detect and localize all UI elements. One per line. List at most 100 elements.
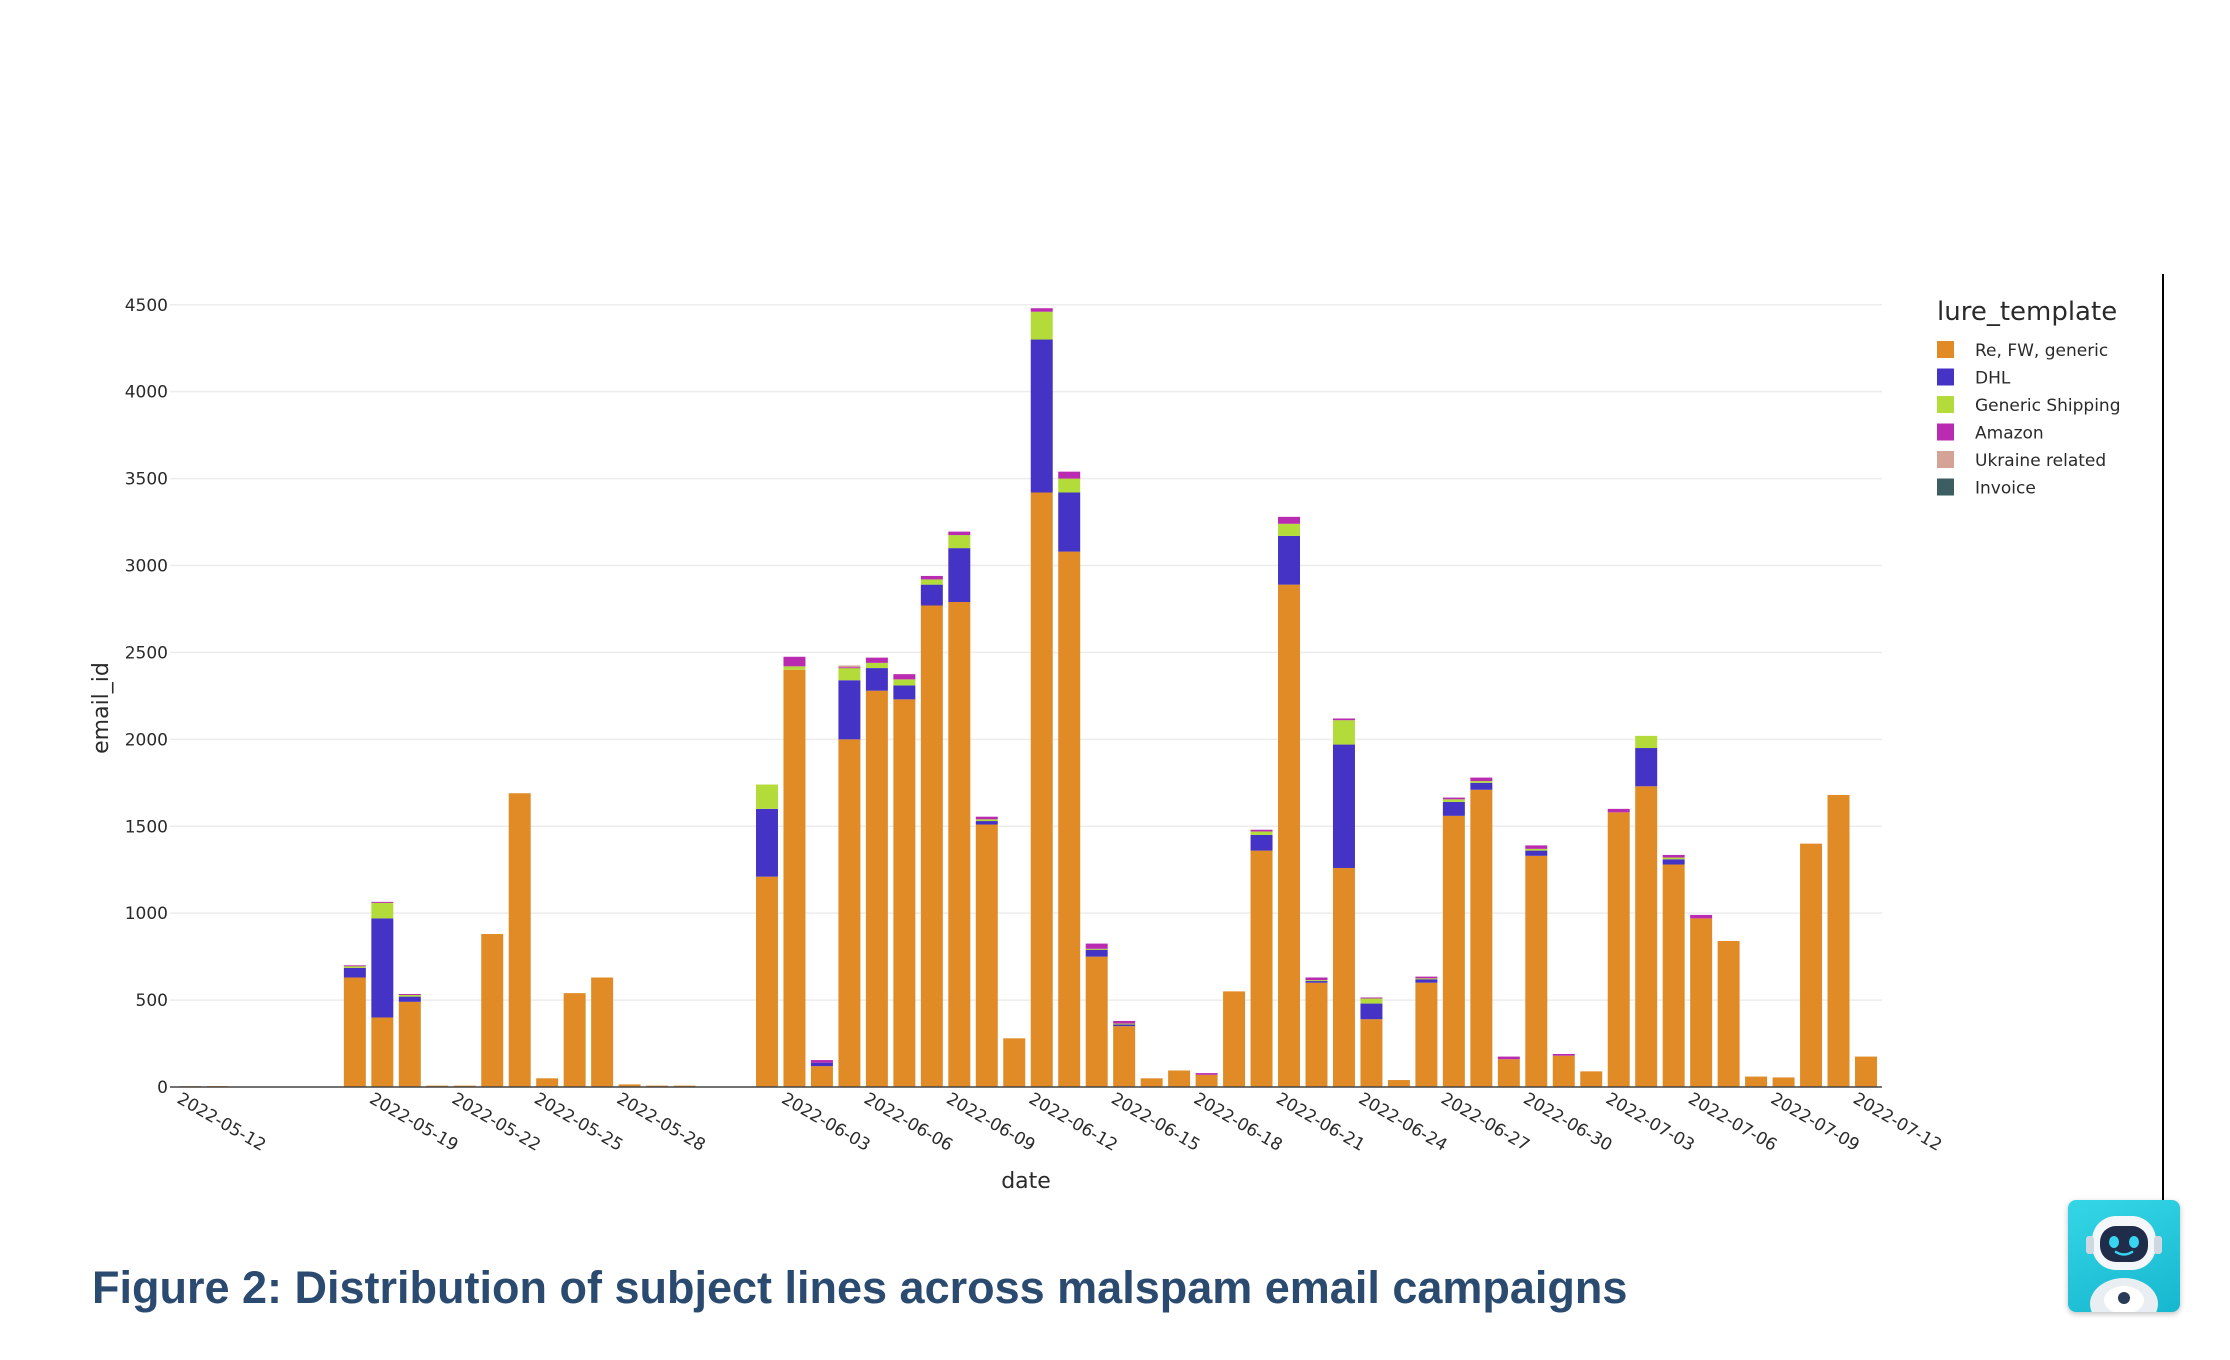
x-tick-label: 2022-05-22 <box>448 1089 544 1156</box>
legend-label: Ukraine related <box>1975 451 2106 471</box>
figure-caption: Figure 2: Distribution of subject lines … <box>92 1262 1628 1313</box>
x-tick-label: 2022-06-30 <box>1520 1089 1616 1156</box>
bar-segment: Amazon · 2022-07-01: 10 <box>1552 1053 1575 1056</box>
bar-segment: Generic Shipping · 2022-06-23: 140 <box>1332 720 1355 745</box>
bar-segment: Re, FW, generic · 2022-06-07: 2230 <box>893 699 916 1087</box>
divider-line <box>2162 274 2164 1234</box>
bar-segment: Generic Shipping · 2022-06-14: 5 <box>1085 948 1108 950</box>
bar-segment: DHL · 2022-06-20: 90 <box>1250 834 1273 851</box>
bar-segment: Generic Shipping · 2022-05-19: 90 <box>371 902 394 919</box>
bar-segment: Amazon · 2022-06-23: 10 <box>1332 718 1355 721</box>
bar-segment: Amazon · 2022-06-28: 20 <box>1470 777 1493 782</box>
legend-label: Invoice <box>1975 479 2036 499</box>
bar-segment: Re, FW, generic · 2022-06-22: 600 <box>1305 982 1328 1087</box>
bar-segment: Generic Shipping · 2022-06-15: 5 <box>1113 1023 1136 1025</box>
x-tick-label: 2022-05-28 <box>613 1089 709 1156</box>
x-tick-label: 2022-06-09 <box>943 1089 1039 1156</box>
bar-segment: DHL · 2022-06-09: 310 <box>948 548 971 603</box>
bar-segment: Re, FW, generic · 2022-05-18: 630 <box>343 977 366 1087</box>
bar-segment: Amazon · 2022-06-15: 15 <box>1113 1020 1136 1024</box>
bar-segment: DHL · 2022-07-04: 220 <box>1635 748 1658 787</box>
bar-segment: Re, FW, generic · 2022-06-23: 1260 <box>1332 867 1355 1087</box>
legend-swatch <box>1937 451 1954 468</box>
bar-segment: Re, FW, generic · 2022-06-11: 280 <box>1003 1038 1026 1087</box>
bar-segment: Re, FW, generic · 2022-07-03: 1580 <box>1607 812 1630 1087</box>
assistant-widget-button[interactable] <box>2068 1200 2180 1312</box>
bar-segment: Amazon · 2022-06-14: 30 <box>1085 943 1108 949</box>
bar-segment: Amazon · 2022-06-08: 20 <box>920 575 943 580</box>
bar-segment: Amazon · 2022-06-10: 15 <box>975 816 998 820</box>
x-tick-label: 2022-07-12 <box>1850 1089 1946 1156</box>
bar-segment: Generic Shipping · 2022-06-22: 5 <box>1305 980 1328 982</box>
bar-segment: Generic Shipping · 2022-06-05: 70 <box>838 668 861 681</box>
bar-segment: DHL · 2022-07-05: 30 <box>1662 859 1685 865</box>
legend-swatch <box>1937 423 1954 441</box>
bar-segment: Generic Shipping · 2022-06-10: 10 <box>975 819 998 822</box>
bar-segment: Re, FW, generic · 2022-05-20: 490 <box>398 1001 421 1087</box>
bar-segment: Re, FW, generic · 2022-07-05: 1280 <box>1662 864 1685 1087</box>
bar-segment: Generic Shipping · 2022-06-20: 20 <box>1250 831 1273 835</box>
bar-segment: Re, FW, generic · 2022-06-19: 550 <box>1223 991 1246 1087</box>
legend: lure_template Re, FW, generic DHL Generic … <box>1937 297 2121 499</box>
bar-segment: Amazon · 2022-06-21: 40 <box>1278 516 1301 524</box>
bar-segment: Generic Shipping · 2022-06-27: 15 <box>1442 799 1465 802</box>
y-tick-label: 1500 <box>125 817 168 837</box>
bar-segment: Generic Shipping · 2022-06-30: 10 <box>1525 848 1548 851</box>
bar-segment: Amazon · 2022-06-18: 10 <box>1195 1073 1218 1075</box>
bar-segment: Re, FW, generic · 2022-07-04: 1730 <box>1635 786 1658 1087</box>
y-tick-label: 0 <box>157 1078 168 1098</box>
y-tick-label: 2500 <box>125 643 168 663</box>
bar-segment: Re, FW, generic · 2022-06-13: 3080 <box>1058 551 1081 1087</box>
bar-segment: Re, FW, generic · 2022-06-02: 1210 <box>755 876 778 1087</box>
bar-segment: Re, FW, generic · 2022-05-24: 1690 <box>508 793 531 1087</box>
bar-segment: Amazon · 2022-05-18: 5 <box>343 965 366 967</box>
bar-segment: Re, FW, generic · 2022-06-15: 350 <box>1113 1026 1136 1087</box>
bar-segment: Re, FW, generic · 2022-06-27: 1560 <box>1442 815 1465 1087</box>
bar-segment: Re, FW, generic · 2022-07-07: 840 <box>1717 940 1740 1087</box>
bar-segment: Re, FW, generic · 2022-07-02: 90 <box>1580 1071 1603 1087</box>
bar-segment: Amazon · 2022-06-22: 15 <box>1305 977 1328 981</box>
bar-segment: Amazon · 2022-06-29: 15 <box>1497 1056 1520 1060</box>
bar-segment: Re, FW, generic · 2022-06-08: 2770 <box>920 605 943 1087</box>
x-tick-label: 2022-06-06 <box>860 1089 956 1156</box>
bar-segment: Generic Shipping · 2022-05-18: 10 <box>343 966 366 968</box>
bar-segment: DHL · 2022-06-22: 10 <box>1305 980 1328 983</box>
bar-segment: DHL · 2022-05-18: 55 <box>343 967 366 978</box>
gridlines <box>170 304 1882 1001</box>
bar-segment: Re, FW, generic · 2022-07-10: 1400 <box>1800 843 1823 1087</box>
bar-segment: Re, FW, generic · 2022-06-16: 50 <box>1140 1078 1163 1087</box>
y-tick-label: 3500 <box>125 470 168 490</box>
y-tick-label: 4500 <box>125 296 168 316</box>
bar-segment: DHL · 2022-06-07: 80 <box>893 685 916 700</box>
bar-segment: Re, FW, generic · 2022-06-06: 2280 <box>865 690 888 1087</box>
bar-segment: Re, FW, generic · 2022-06-24: 390 <box>1360 1019 1383 1087</box>
y-tick-label: 1000 <box>125 904 168 924</box>
bar-segment: Amazon · 2022-06-24: 5 <box>1360 997 1383 999</box>
bar-segment: Amazon · 2022-06-05: 5 <box>838 667 861 669</box>
bar-segment: Amazon · 2022-06-20: 10 <box>1250 829 1273 832</box>
bar-segment: Amazon · 2022-06-26: 10 <box>1415 976 1438 979</box>
bar-segment: DHL · 2022-06-21: 280 <box>1278 535 1301 585</box>
bar-segment: Re, FW, generic · 2022-06-20: 1360 <box>1250 850 1273 1087</box>
bar-segment: DHL · 2022-06-04: 20 <box>810 1062 833 1067</box>
bar-segment: Re, FW, generic · 2022-05-27: 630 <box>591 977 614 1087</box>
bar-segment: Re, FW, generic · 2022-06-03: 2400 <box>783 669 806 1087</box>
bars: Re, FW, generic · 2022-05-12: 5Re, FW, g… <box>179 308 1877 1088</box>
x-tick-label: 2022-05-19 <box>366 1089 462 1156</box>
bar-segment: Re, FW, generic · 2022-06-10: 1510 <box>975 824 998 1087</box>
bar-segment: DHL · 2022-06-14: 40 <box>1085 949 1108 957</box>
bar-segment: DHL · 2022-06-24: 90 <box>1360 1003 1383 1020</box>
bar-segment: Re, FW, generic · 2022-06-14: 750 <box>1085 956 1108 1087</box>
x-tick-label: 2022-05-12 <box>174 1089 270 1156</box>
bar-segment: Generic Shipping · 2022-06-06: 30 <box>865 662 888 669</box>
bar-segment: Re, FW, generic · 2022-06-12: 3420 <box>1030 492 1053 1087</box>
bar-segment: DHL · 2022-06-05: 340 <box>838 680 861 740</box>
bar-segment: Re, FW, generic · 2022-05-25: 50 <box>536 1078 559 1087</box>
bar-segment: Generic Shipping · 2022-07-04: 70 <box>1635 735 1658 749</box>
bar-segment: Re, FW, generic · 2022-07-01: 180 <box>1552 1055 1575 1087</box>
bar-segment: Re, FW, generic · 2022-07-12: 175 <box>1855 1056 1877 1087</box>
bar-segment: Generic Shipping · 2022-07-05: 10 <box>1662 857 1685 860</box>
x-tick-label: 2022-06-03 <box>778 1089 874 1156</box>
bar-segment: DHL · 2022-06-02: 390 <box>755 808 778 877</box>
bar-segment: Generic Shipping · 2022-06-08: 30 <box>920 579 943 585</box>
